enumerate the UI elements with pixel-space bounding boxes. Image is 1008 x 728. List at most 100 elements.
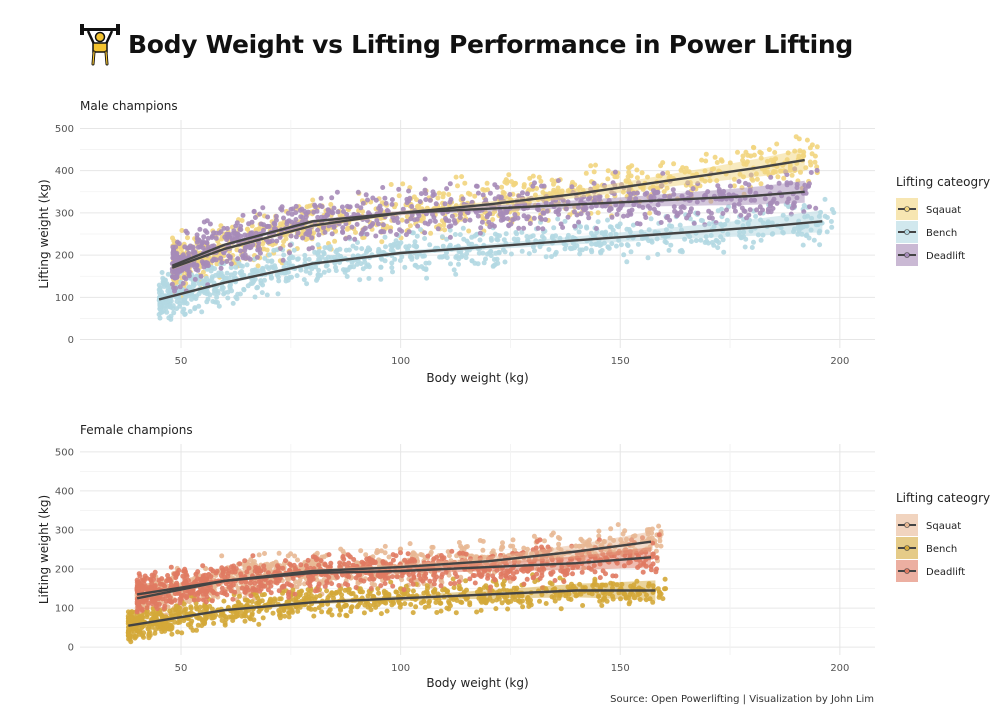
data-point bbox=[252, 215, 258, 220]
data-point bbox=[236, 260, 242, 266]
data-point bbox=[280, 565, 286, 571]
data-point bbox=[790, 202, 796, 208]
confidence-band bbox=[172, 180, 805, 268]
data-point bbox=[786, 204, 791, 210]
data-point bbox=[527, 600, 533, 606]
data-point bbox=[655, 251, 661, 257]
data-point bbox=[460, 225, 466, 231]
data-point bbox=[486, 219, 492, 225]
data-point bbox=[224, 259, 230, 264]
data-point bbox=[188, 604, 194, 610]
data-point bbox=[358, 548, 364, 554]
data-point bbox=[772, 150, 778, 155]
data-point bbox=[344, 274, 350, 279]
data-point bbox=[634, 221, 640, 226]
data-point bbox=[334, 189, 340, 195]
data-point bbox=[311, 209, 317, 215]
data-point bbox=[365, 197, 370, 203]
data-point bbox=[646, 527, 652, 532]
data-point bbox=[654, 190, 660, 195]
data-point bbox=[213, 230, 219, 236]
data-point bbox=[482, 599, 488, 605]
data-point bbox=[358, 205, 364, 211]
data-point bbox=[137, 614, 143, 620]
data-point bbox=[472, 193, 478, 199]
data-point bbox=[429, 544, 435, 550]
data-point bbox=[546, 247, 552, 252]
data-point bbox=[658, 163, 664, 169]
data-point bbox=[576, 229, 582, 235]
data-point bbox=[712, 154, 718, 160]
data-point bbox=[240, 212, 246, 218]
data-point bbox=[317, 203, 323, 209]
data-point bbox=[724, 217, 730, 223]
data-point bbox=[531, 215, 537, 221]
data-point bbox=[376, 205, 382, 211]
data-point bbox=[609, 214, 615, 220]
data-point bbox=[583, 246, 589, 251]
data-point bbox=[549, 177, 555, 183]
data-point bbox=[695, 210, 701, 216]
data-point bbox=[496, 250, 502, 256]
legend-title: Lifting cateogry bbox=[896, 175, 990, 189]
data-point bbox=[478, 598, 484, 604]
data-point bbox=[479, 219, 485, 225]
data-point bbox=[306, 246, 312, 252]
data-point bbox=[517, 599, 523, 605]
data-point bbox=[629, 207, 635, 213]
data-point bbox=[195, 267, 201, 273]
data-point bbox=[306, 232, 312, 238]
data-point bbox=[326, 552, 332, 558]
data-point bbox=[309, 235, 315, 241]
data-point bbox=[647, 210, 653, 216]
data-point bbox=[784, 172, 790, 178]
data-point bbox=[199, 617, 205, 623]
data-point bbox=[464, 587, 469, 593]
data-point bbox=[520, 190, 525, 196]
data-point bbox=[286, 576, 292, 581]
data-point bbox=[202, 572, 208, 578]
data-point bbox=[226, 232, 232, 238]
data-point bbox=[409, 256, 415, 262]
data-point bbox=[620, 531, 626, 537]
title-row: Body Weight vs Lifting Performance in Po… bbox=[78, 16, 853, 72]
data-point bbox=[649, 239, 655, 245]
data-point bbox=[304, 204, 310, 210]
data-point bbox=[243, 579, 249, 585]
data-point bbox=[340, 225, 346, 231]
data-point bbox=[192, 250, 198, 256]
data-point bbox=[214, 294, 220, 300]
data-point bbox=[242, 618, 248, 624]
data-point bbox=[274, 238, 280, 244]
data-point bbox=[421, 266, 427, 272]
data-point bbox=[394, 232, 399, 237]
data-point bbox=[329, 612, 335, 618]
data-point bbox=[537, 598, 542, 604]
data-point bbox=[741, 208, 747, 214]
data-point bbox=[458, 574, 464, 580]
data-point bbox=[343, 602, 349, 608]
data-point bbox=[466, 241, 472, 247]
data-point bbox=[264, 292, 270, 298]
data-point bbox=[487, 190, 493, 196]
data-point bbox=[758, 181, 764, 187]
data-point bbox=[170, 235, 175, 241]
data-point bbox=[204, 230, 210, 235]
data-point bbox=[627, 165, 632, 171]
data-point bbox=[249, 611, 255, 617]
data-point bbox=[370, 195, 376, 201]
data-point bbox=[209, 235, 215, 240]
data-point bbox=[283, 558, 288, 564]
data-point bbox=[361, 610, 367, 616]
data-point bbox=[565, 232, 571, 238]
data-point bbox=[177, 301, 183, 307]
data-point bbox=[179, 630, 185, 636]
data-point bbox=[688, 239, 694, 244]
data-point bbox=[303, 563, 309, 569]
data-point bbox=[170, 251, 176, 257]
data-point bbox=[277, 615, 283, 621]
data-point bbox=[507, 192, 513, 197]
data-point bbox=[414, 197, 419, 203]
data-point bbox=[824, 229, 830, 235]
data-point bbox=[750, 177, 756, 183]
